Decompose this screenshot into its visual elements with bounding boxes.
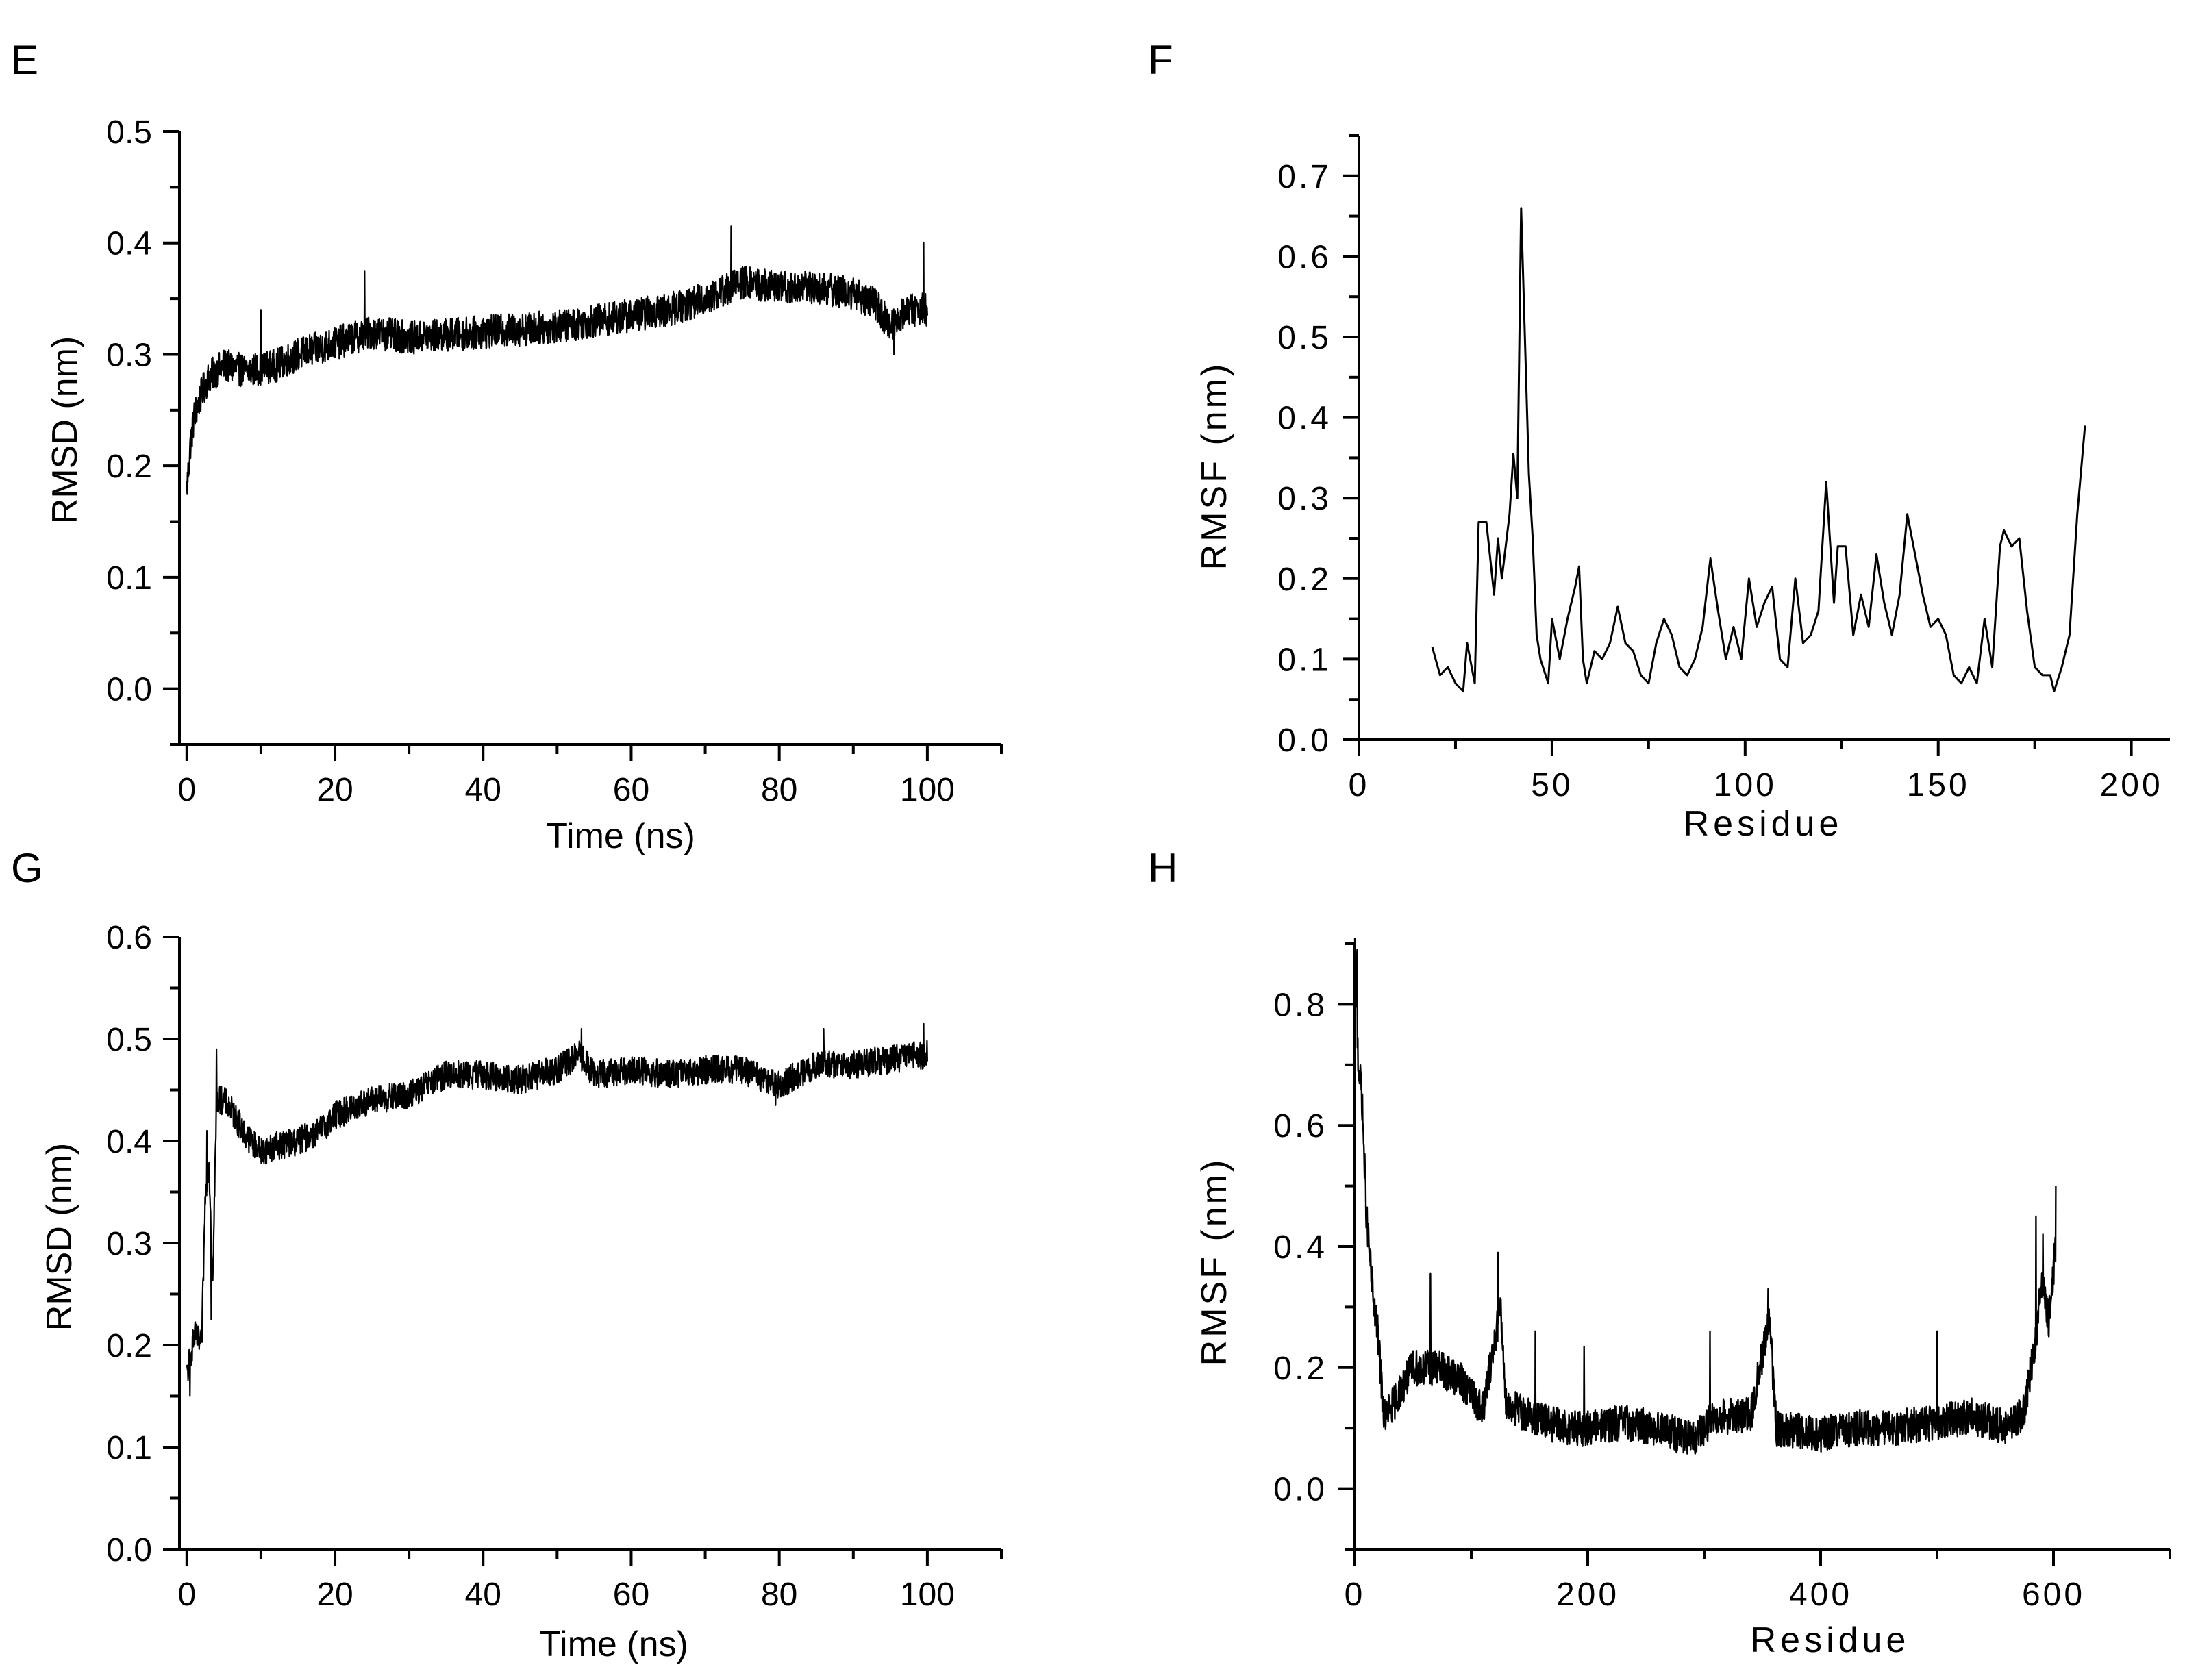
x-tick-label-e: 80 xyxy=(761,772,797,808)
y-axis-label-h: RMSF (nm) xyxy=(1195,1157,1234,1366)
axes-h xyxy=(1353,944,2170,1551)
x-axis-label-g: Time (ns) xyxy=(539,1625,688,1664)
chart-panel-f: F 0 50 100 150 200 0.0 0.1 0.2 0.3 0.4 0.5 0.6 0.7 R… xyxy=(1148,37,2170,844)
x-tick-label-e: 20 xyxy=(316,772,353,808)
x-tick-label-g: 100 xyxy=(900,1577,955,1613)
x-tick-label-g: 60 xyxy=(613,1577,649,1613)
rmsd-series-g xyxy=(186,1023,928,1397)
axes-f xyxy=(1358,136,2170,741)
panel-label-e: E xyxy=(11,37,38,83)
y-tick-label-g: 0.5 xyxy=(106,1022,152,1058)
x-tick-label-g: 0 xyxy=(177,1577,196,1613)
x-tick-label-e: 100 xyxy=(900,772,955,808)
ticks-f: 0 50 100 150 200 0.0 0.1 0.2 0.3 0.4 0.5 0.6 0.7 xyxy=(1277,134,2163,803)
x-axis-label-e: Time (ns) xyxy=(546,816,695,856)
chart-panel-e: E 0 20 40 60 80 100 0.0 0.1 0.2 0.3 0.4 0.5 Time (n… xyxy=(11,37,1003,856)
y-tick-label-e: 0.0 xyxy=(106,672,152,708)
y-axis-label-g: RMSD (nm) xyxy=(40,1143,79,1331)
y-tick-label-g: 0.2 xyxy=(106,1328,152,1364)
panel-label-h: H xyxy=(1148,845,1177,891)
x-tick-label-f: 0 xyxy=(1349,767,1370,803)
axes-e xyxy=(178,131,1001,746)
y-tick-label-g: 0.6 xyxy=(106,920,152,956)
x-axis-label-h: Residue xyxy=(1751,1620,1910,1660)
x-tick-label-f: 200 xyxy=(2100,767,2163,803)
y-tick-label-f: 0.7 xyxy=(1277,159,1332,195)
x-axis-label-f: Residue xyxy=(1684,804,1843,844)
y-tick-label-e: 0.3 xyxy=(106,337,152,373)
y-tick-label-f: 0.3 xyxy=(1277,481,1332,517)
axes-g xyxy=(178,937,1001,1551)
x-tick-label-e: 40 xyxy=(465,772,501,808)
y-tick-label-g: 0.1 xyxy=(106,1430,152,1466)
y-tick-label-f: 0.0 xyxy=(1277,723,1332,759)
y-tick-label-g: 0.0 xyxy=(106,1532,152,1568)
y-axis-label-f: RMSF (nm) xyxy=(1195,362,1234,571)
y-tick-label-g: 0.4 xyxy=(106,1124,152,1160)
y-tick-label-f: 0.2 xyxy=(1277,562,1332,598)
y-tick-label-e: 0.1 xyxy=(106,560,152,597)
chart-panel-h: H 0 200 400 600 0.0 0.2 0.4 0.6 0.8 Residue RMSF… xyxy=(1148,845,2171,1660)
chart-panel-g: G 0 20 40 60 80 100 0.0 0.1 0.2 0.3 0.4 0.5 0.6 Time… xyxy=(11,845,1003,1664)
y-tick-label-e: 0.2 xyxy=(106,449,152,485)
rmsf-series-h xyxy=(1353,938,2057,1455)
y-axis-label-e: RMSD (nm) xyxy=(45,336,85,524)
y-tick-label-e: 0.4 xyxy=(106,226,152,262)
y-tick-label-f: 0.1 xyxy=(1277,642,1332,678)
y-tick-label-f: 0.4 xyxy=(1277,401,1332,437)
ticks-h: 0 200 400 600 0.0 0.2 0.4 0.6 0.8 xyxy=(1273,942,2171,1613)
y-tick-label-f: 0.5 xyxy=(1277,320,1332,356)
ticks-g: 0 20 40 60 80 100 0.0 0.1 0.2 0.3 0.4 0.5 0.6 xyxy=(106,920,1003,1613)
x-tick-label-g: 40 xyxy=(465,1577,501,1613)
y-tick-label-h: 0.2 xyxy=(1273,1351,1327,1387)
panel-label-g: G xyxy=(11,845,43,891)
y-tick-label-h: 0.4 xyxy=(1273,1229,1327,1266)
y-tick-label-e: 0.5 xyxy=(106,114,152,151)
x-tick-label-h: 400 xyxy=(1789,1577,1852,1613)
x-tick-label-g: 20 xyxy=(316,1577,353,1613)
y-tick-label-h: 0.0 xyxy=(1273,1472,1327,1508)
rmsf-series-f xyxy=(1431,207,2086,692)
x-tick-label-f: 150 xyxy=(1907,767,1970,803)
y-tick-label-g: 0.3 xyxy=(106,1226,152,1262)
x-tick-label-h: 0 xyxy=(1345,1577,1366,1613)
x-tick-label-f: 50 xyxy=(1531,767,1573,803)
x-tick-label-g: 80 xyxy=(761,1577,797,1613)
x-tick-label-e: 60 xyxy=(613,772,649,808)
y-tick-label-h: 0.6 xyxy=(1273,1108,1327,1144)
x-tick-label-h: 600 xyxy=(2022,1577,2085,1613)
y-tick-label-h: 0.8 xyxy=(1273,987,1327,1023)
x-tick-label-f: 100 xyxy=(1714,767,1777,803)
x-tick-label-e: 0 xyxy=(177,772,196,808)
x-tick-label-h: 200 xyxy=(1556,1577,1619,1613)
ticks-e: 0 20 40 60 80 100 0.0 0.1 0.2 0.3 0.4 0.5 xyxy=(106,114,1003,808)
panel-label-f: F xyxy=(1148,37,1173,83)
y-tick-label-f: 0.6 xyxy=(1277,239,1332,275)
rmsd-series-e xyxy=(186,225,928,495)
